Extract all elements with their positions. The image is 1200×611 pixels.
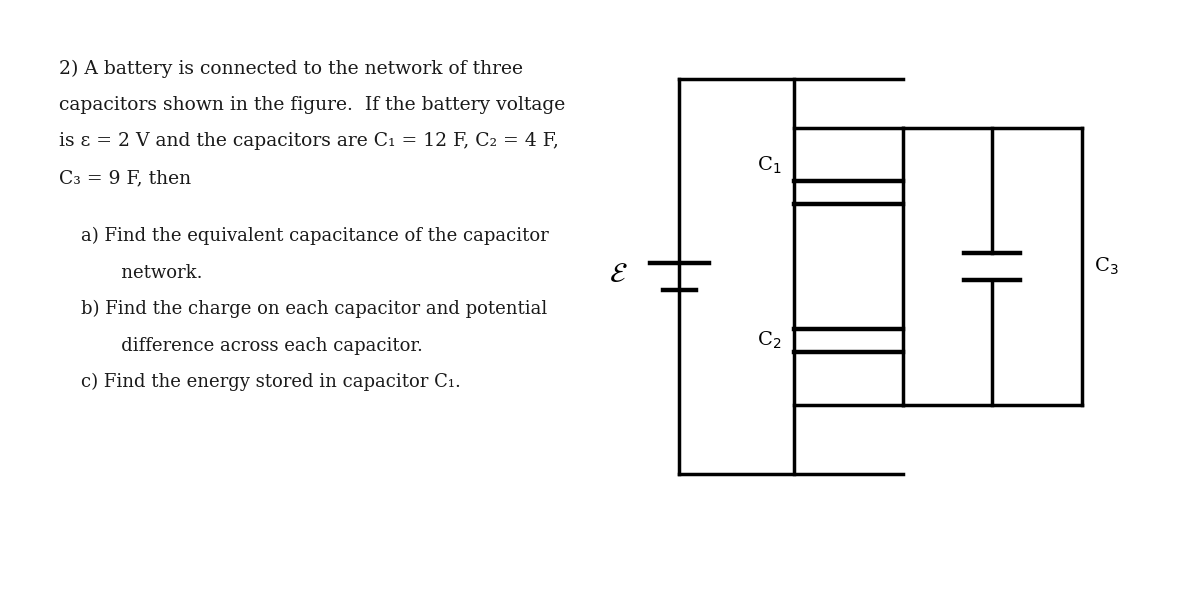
Text: a) Find the equivalent capacitance of the capacitor: a) Find the equivalent capacitance of th…: [80, 227, 548, 246]
Text: network.: network.: [80, 263, 202, 282]
Text: 2) A battery is connected to the network of three: 2) A battery is connected to the network…: [59, 59, 523, 78]
Text: is ε = 2 V and the capacitors are C₁ = 12 F, C₂ = 4 F,: is ε = 2 V and the capacitors are C₁ = 1…: [59, 133, 559, 150]
Text: C$_3$: C$_3$: [1093, 256, 1118, 277]
Text: difference across each capacitor.: difference across each capacitor.: [80, 337, 422, 354]
Text: C$_1$: C$_1$: [757, 155, 781, 175]
Text: capacitors shown in the figure.  If the battery voltage: capacitors shown in the figure. If the b…: [59, 96, 565, 114]
Text: b) Find the charge on each capacitor and potential: b) Find the charge on each capacitor and…: [80, 300, 547, 318]
Text: $\mathcal{E}$: $\mathcal{E}$: [610, 261, 628, 288]
Text: c) Find the energy stored in capacitor C₁.: c) Find the energy stored in capacitor C…: [80, 373, 461, 391]
Text: C₃ = 9 F, then: C₃ = 9 F, then: [59, 169, 191, 187]
Text: C$_2$: C$_2$: [757, 330, 781, 351]
